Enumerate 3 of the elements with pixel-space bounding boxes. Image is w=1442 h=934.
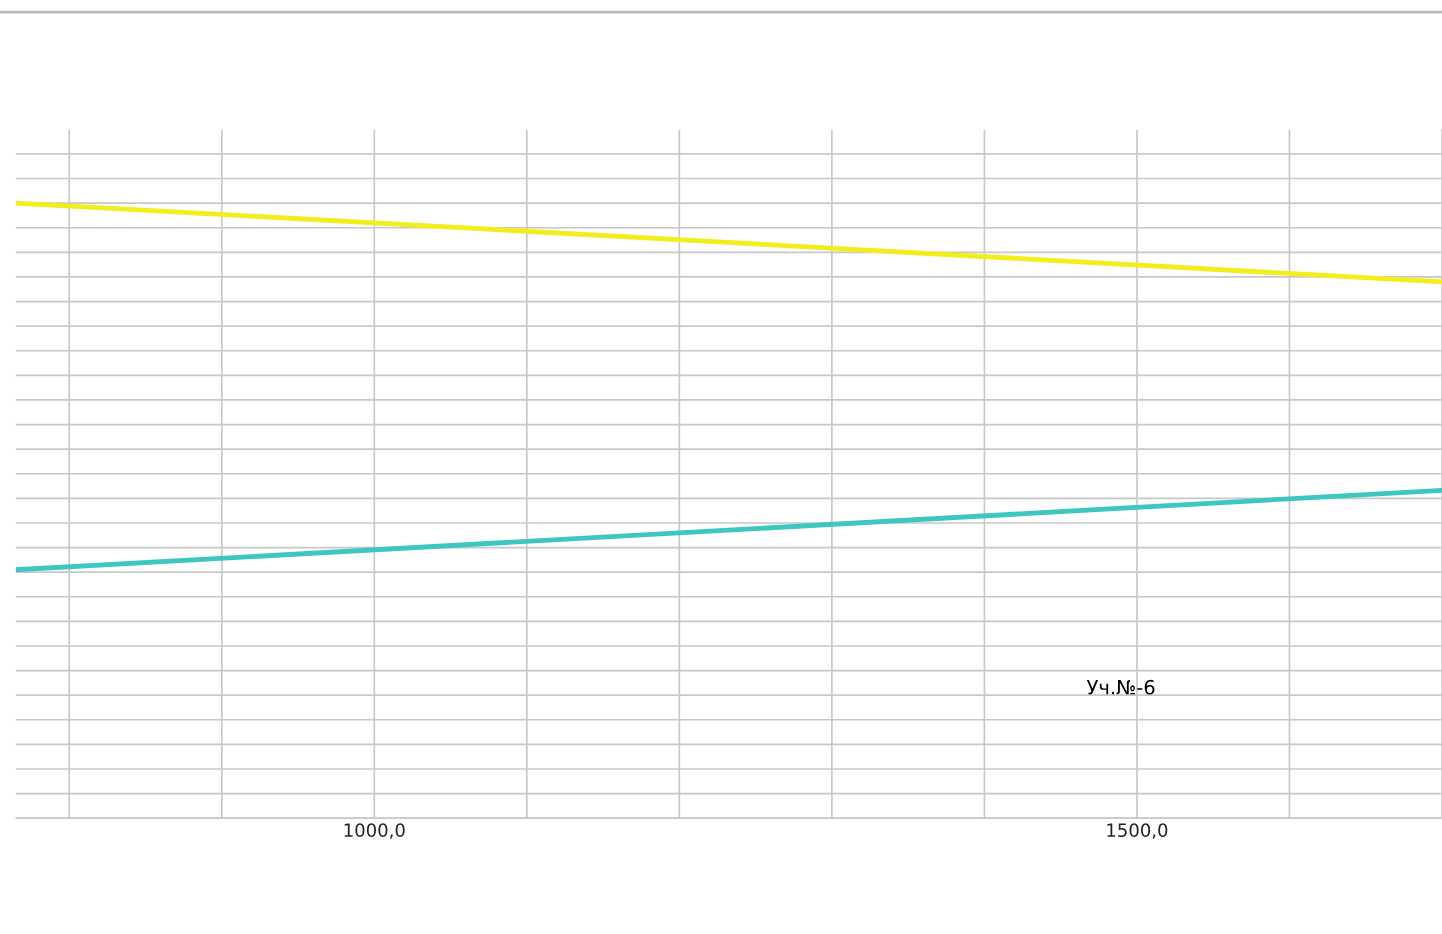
x-tick-label: 1000,0 xyxy=(344,823,405,839)
annotation: Уч.№-6 xyxy=(1086,679,1155,695)
x-tick-label: 1500,0 xyxy=(1107,823,1168,839)
